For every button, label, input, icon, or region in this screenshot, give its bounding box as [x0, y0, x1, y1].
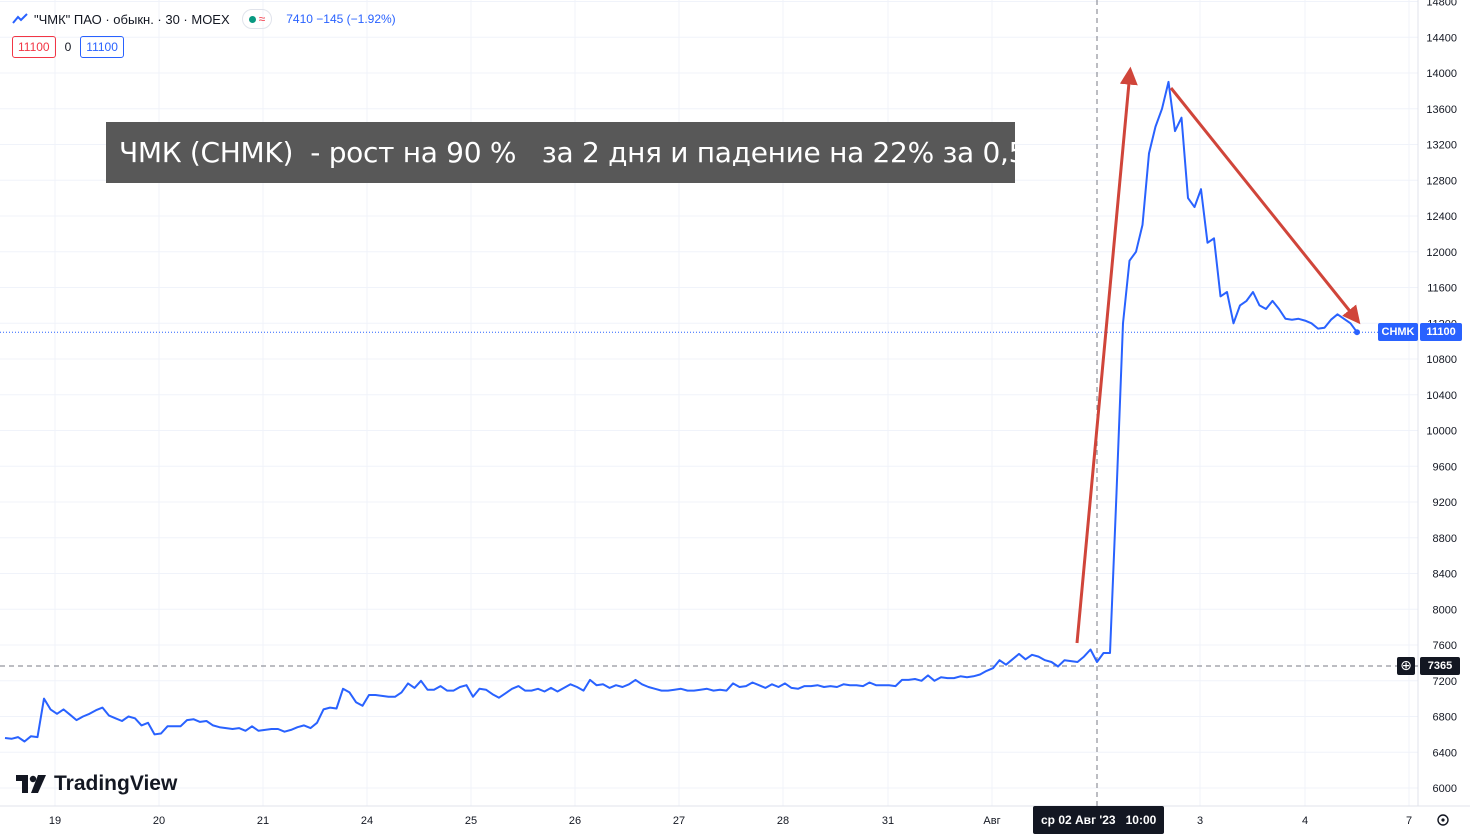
grid-lines: [0, 0, 1418, 806]
market-open-dot-icon: [248, 15, 256, 23]
bid-price[interactable]: 11100: [12, 36, 56, 58]
price-tick-label: 8000: [1433, 604, 1457, 616]
brand-name: TradingView: [54, 772, 178, 795]
annotation-banner: ЧМК (CHMK) - рост на 90 % за 2 дня и пад…: [106, 122, 1015, 183]
quote-change: 7410 −145 (−1.92%): [286, 12, 396, 26]
ask-price[interactable]: 11100: [80, 36, 124, 58]
time-tick-label: Авг: [983, 815, 1000, 827]
last-price-ticker-tag: CHMK: [1378, 323, 1418, 342]
add-alert-plus-icon[interactable]: ⊕: [1397, 657, 1415, 675]
time-tick-label: 24: [361, 815, 373, 827]
time-tick-label: 31: [882, 815, 894, 827]
time-tick-label: 28: [777, 815, 789, 827]
time-tick-label: 19: [49, 815, 61, 827]
price-tick-label: 12800: [1426, 175, 1457, 187]
price-tick-label: 9200: [1433, 497, 1457, 509]
delayed-data-icon: ≈: [258, 12, 266, 26]
time-tick-label: 27: [673, 815, 685, 827]
price-tick-label: 7600: [1433, 640, 1457, 652]
price-tick-label: 9600: [1433, 461, 1457, 473]
time-tick-label: 3: [1197, 815, 1203, 827]
price-tick-label: 10000: [1426, 426, 1457, 438]
price-tick-label: 12000: [1426, 247, 1457, 259]
ticker-logo-icon: [12, 13, 28, 24]
crosshair-price-value: 7365: [1427, 660, 1453, 672]
bid-ask-panel: 11100 0 11100: [12, 36, 124, 58]
spread-value: 0: [64, 40, 72, 54]
up-arrow: [1075, 66, 1138, 644]
price-tick-label: 14000: [1426, 68, 1457, 80]
price-series-line: [4, 80, 1358, 743]
tradingview-mark-icon: [16, 775, 46, 793]
price-tick-label: 10400: [1426, 390, 1457, 402]
price-tick-label: 6000: [1433, 783, 1457, 795]
time-tick-label: 21: [257, 815, 269, 827]
crosshair-price-tag: 7365: [1420, 657, 1460, 675]
price-tick-label: 10800: [1426, 354, 1457, 366]
tradingview-logo[interactable]: TradingView: [16, 772, 177, 796]
price-tick-label: 13200: [1426, 140, 1457, 152]
last-price-tag: 11100: [1420, 323, 1462, 342]
last-price-dot: [1354, 329, 1360, 336]
price-tick-label: 14400: [1426, 32, 1457, 44]
price-tick-label: 8800: [1433, 533, 1457, 545]
time-tick-label: 26: [569, 815, 581, 827]
down-arrow: [1169, 87, 1361, 325]
price-tick-label: 7200: [1433, 676, 1457, 688]
price-tick-label: 13600: [1426, 104, 1457, 116]
price-axis[interactable]: 6000 6400 6800 7200 7600 8000 8400 8800 9200 9600…: [1426, 0, 1457, 795]
time-tick-label: 25: [465, 815, 477, 827]
symbol-title[interactable]: "ЧМК" ПАО · обыкн. · 30 · MOEX: [34, 11, 230, 27]
price-tick-label: 6400: [1433, 747, 1457, 759]
annotation-arrows: [1075, 66, 1361, 644]
time-tick-label: 7: [1406, 815, 1412, 827]
time-tick-label: 4: [1302, 815, 1308, 827]
price-tick-label: 6800: [1433, 712, 1457, 724]
price-tick-label: 12400: [1426, 211, 1457, 223]
price-tick-label: 11600: [1427, 283, 1457, 295]
symbol-legend[interactable]: "ЧМК" ПАО · обыкн. · 30 · MOEX ≈ 7410 −1…: [12, 9, 396, 29]
settings-gear-icon[interactable]: [1437, 814, 1449, 826]
market-status-pill[interactable]: ≈: [241, 9, 273, 29]
price-tick-label: 8400: [1433, 569, 1457, 581]
time-tick-label: 20: [153, 815, 165, 827]
time-axis[interactable]: 19 20 21 24 25 26 27 28 31 Авг 3 4 7: [49, 815, 1412, 827]
price-tick-label: 14800: [1426, 0, 1457, 9]
crosshair-time-tag: ср 02 Авг '23 10:00: [1033, 806, 1165, 834]
